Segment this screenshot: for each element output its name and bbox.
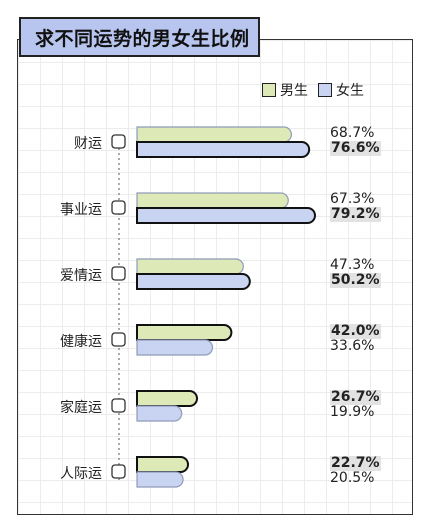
- legend-item-male: 男生: [262, 80, 308, 100]
- bar-female: [136, 273, 251, 290]
- category-label: 财运: [74, 136, 102, 152]
- category-marker: [111, 134, 126, 149]
- bar-female: [136, 405, 183, 422]
- bar-male: [136, 456, 189, 473]
- value-label-male: 22.7%: [330, 455, 381, 471]
- category-label: 人际运: [60, 466, 102, 482]
- value-label-female: 20.5%: [330, 470, 375, 486]
- value-label-female: 33.6%: [330, 338, 375, 354]
- category-marker: [111, 464, 126, 479]
- bar-male: [136, 258, 244, 275]
- value-label-male: 47.3%: [330, 257, 375, 273]
- category-marker: [111, 266, 126, 281]
- value-label-male: 67.3%: [330, 191, 375, 207]
- legend-swatch-female: [318, 83, 332, 97]
- category-label: 健康运: [60, 334, 102, 350]
- legend: 男生 女生: [262, 80, 374, 100]
- category-label: 家庭运: [60, 400, 102, 416]
- legend-label-male: 男生: [280, 83, 308, 99]
- value-label-male: 26.7%: [330, 389, 381, 405]
- value-label-female: 76.6%: [330, 140, 381, 156]
- legend-item-female: 女生: [318, 80, 364, 100]
- category-label: 爱情运: [60, 268, 102, 284]
- category-marker: [111, 332, 126, 347]
- bar-female: [136, 141, 311, 158]
- bar-male: [136, 324, 233, 341]
- value-label-male: 68.7%: [330, 125, 375, 141]
- value-label-male: 42.0%: [330, 323, 381, 339]
- value-label-female: 19.9%: [330, 404, 375, 420]
- bar-female: [136, 207, 316, 224]
- category-marker: [111, 200, 126, 215]
- bar-male: [136, 126, 292, 143]
- bar-male: [136, 192, 289, 209]
- bar-male: [136, 390, 198, 407]
- legend-label-female: 女生: [336, 83, 364, 99]
- legend-swatch-male: [262, 83, 276, 97]
- bar-female: [136, 471, 184, 488]
- chart-title: 求不同运势的男女生比例: [19, 17, 260, 57]
- category-marker: [111, 398, 126, 413]
- category-label: 事业运: [60, 202, 102, 218]
- value-label-female: 50.2%: [330, 272, 381, 288]
- bar-female: [136, 339, 214, 356]
- value-label-female: 79.2%: [330, 206, 381, 222]
